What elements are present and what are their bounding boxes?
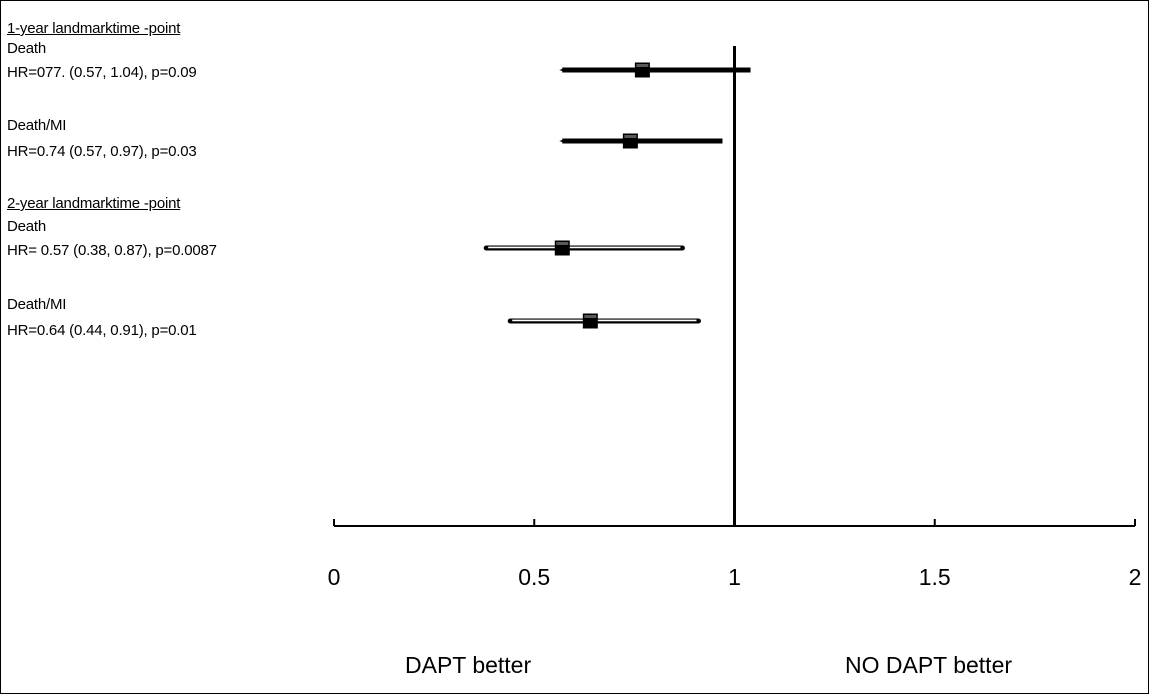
hr-point-marker (634, 62, 650, 78)
hr-point-marker (582, 313, 598, 329)
group2-deathmi-name: Death/MI (7, 296, 67, 313)
hr-point-marker-highlight (636, 64, 649, 67)
group1-death-hr: HR=077. (0.57, 1.04), p=0.09 (7, 64, 197, 81)
group2-death-hr: HR= 0.57 (0.38, 0.87), p=0.0087 (7, 242, 217, 259)
group2-death-name: Death (7, 218, 47, 235)
group2-deathmi-hr: HR=0.64 (0.44, 0.91), p=0.01 (7, 322, 197, 339)
ci-bar-tip (559, 138, 567, 144)
x-tick-label: 0 (328, 564, 341, 590)
group2-header: 2-year landmarktime -point (7, 195, 181, 212)
x-tick-label: 1.5 (919, 564, 951, 590)
group1-deathmi-name: Death/MI (7, 117, 67, 134)
group1-deathmi-hr: HR=0.74 (0.57, 0.97), p=0.03 (7, 143, 197, 160)
hr-point-marker-highlight (556, 242, 569, 245)
x-tick-label: 2 (1129, 564, 1142, 590)
group1-header: 1-year landmarktime -point (7, 20, 181, 37)
hr-point-marker (554, 240, 570, 256)
hr-point-marker (622, 133, 638, 149)
group1-death-name: Death (7, 40, 47, 57)
footer-dapt-better: DAPT better (405, 652, 532, 678)
ci-bar-tip (559, 67, 567, 73)
footer-no-dapt-better: NO DAPT better (845, 652, 1013, 678)
hr-point-marker-highlight (624, 135, 637, 138)
hr-point-marker-highlight (584, 315, 597, 318)
x-tick-label: 1 (728, 564, 741, 590)
x-tick-label: 0.5 (518, 564, 550, 590)
